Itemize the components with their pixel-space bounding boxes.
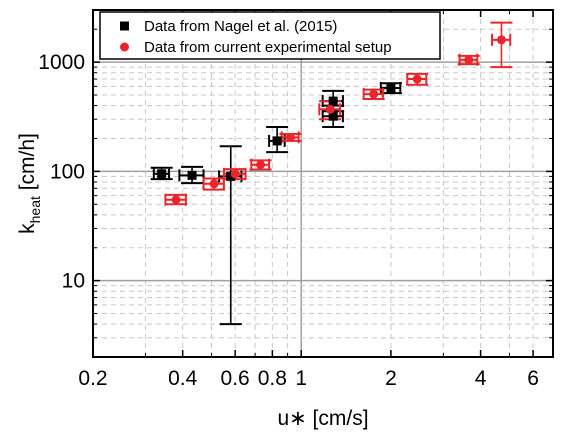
x-tick-label: 0.8 [258, 367, 287, 390]
error-bars [150, 21, 513, 326]
tick-labels: 0.2 0.4 0.6 0.8 1 2 4 6 10 100 1000 [38, 51, 539, 390]
data-point-nagel [187, 170, 197, 180]
x-tick-label: 4 [475, 367, 487, 390]
x-tick-label: 0.2 [78, 367, 107, 390]
y-axis-label-main: k [16, 223, 39, 234]
data-point-nagel [328, 111, 338, 121]
legend-label: Data from current experimental setup [144, 39, 392, 56]
data-point-nagel [272, 136, 282, 146]
y-axis-label-subscript: heat [27, 196, 43, 223]
data-point-nagel [328, 96, 338, 106]
data-point-current [412, 74, 422, 84]
x-tick-label: 2 [385, 367, 397, 390]
data-point-current [171, 195, 181, 205]
x-tick-label: 6 [527, 367, 539, 390]
data-point-current [230, 169, 240, 179]
data-markers [157, 35, 506, 205]
legend-box [99, 11, 441, 60]
data-point-nagel [386, 83, 396, 93]
data-point-current [256, 160, 266, 170]
legend-marker-circle [120, 42, 129, 52]
plot-frame [92, 9, 554, 358]
x-tick-label: 0.4 [168, 367, 198, 390]
data-point-nagel [157, 169, 167, 179]
data-point-current [369, 89, 379, 99]
data-point-current [464, 55, 474, 65]
data-point-current [209, 179, 219, 189]
y-axis-label: kheat [cm/h] [16, 133, 43, 234]
x-tick-label: 0.6 [221, 367, 250, 390]
grid-lines [93, 10, 554, 357]
y-axis-label-unit: [cm/h] [16, 133, 39, 196]
data-point-nagel [226, 171, 236, 181]
y-tick-label: 10 [62, 270, 85, 293]
x-axis-label: u∗ [cm/s] [277, 407, 368, 430]
legend-label: Data from Nagel et al. (2015) [144, 18, 337, 35]
legend: Data from Nagel et al. (2015) Data from c… [99, 11, 441, 60]
data-point-current [496, 35, 506, 45]
x-tick-label: 1 [295, 367, 307, 390]
y-tick-label: 1000 [38, 51, 85, 74]
legend-marker-square [120, 21, 129, 31]
data-point-current [285, 132, 295, 142]
y-tick-label: 100 [50, 160, 85, 183]
data-point-current [325, 104, 335, 114]
